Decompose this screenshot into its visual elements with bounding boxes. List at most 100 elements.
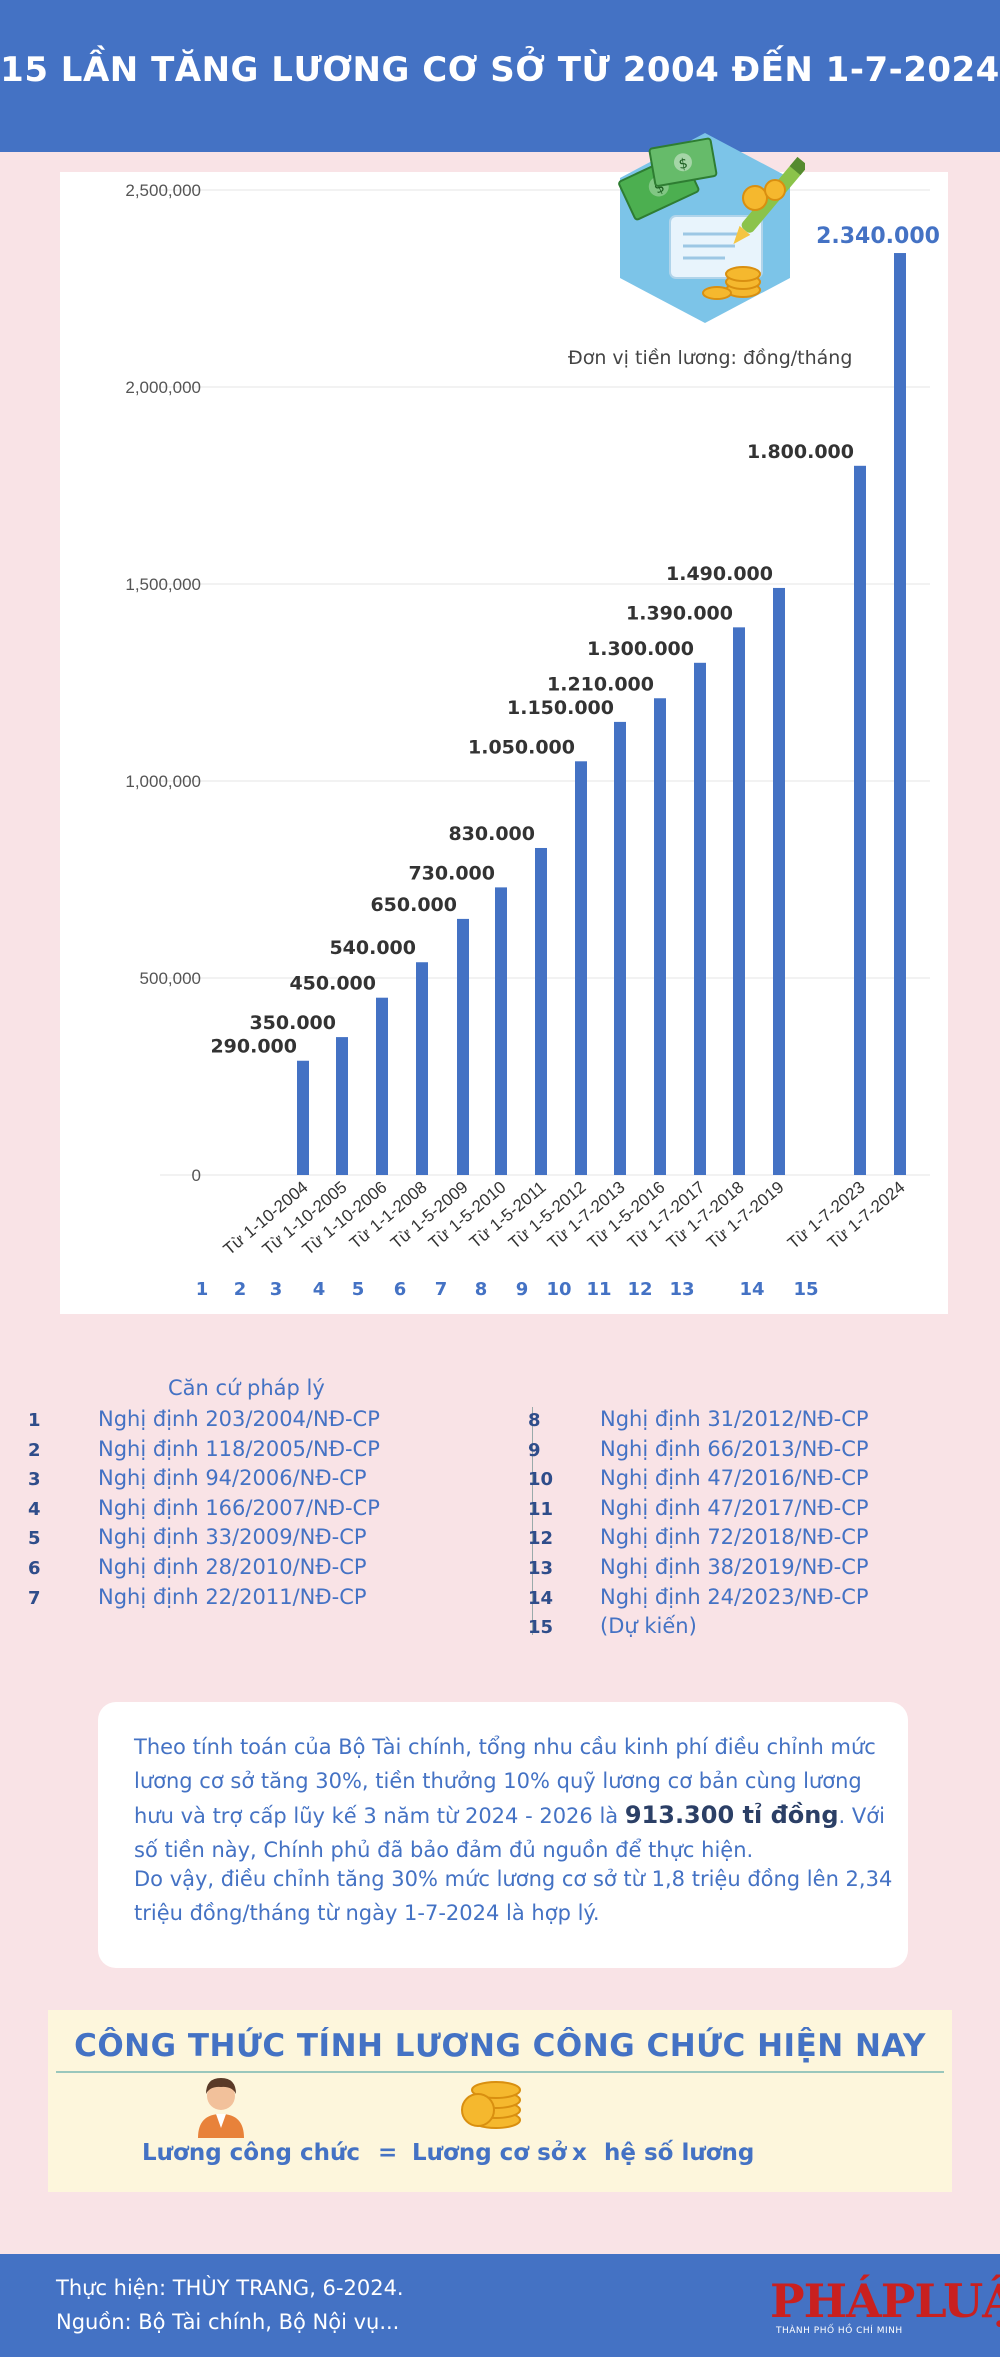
bar-value-label: 450.000 <box>289 973 376 995</box>
legal-item-number: 11 <box>528 1498 554 1520</box>
legal-item: 14 Nghị định 24/2023/NĐ-CP <box>528 1583 869 1613</box>
legal-item-number: 3 <box>28 1469 41 1491</box>
index-label: 9 <box>516 1279 529 1300</box>
legal-item: 7 Nghị định 22/2011/NĐ-CP <box>28 1583 380 1613</box>
legal-item-text: Nghị định 118/2005/NĐ-CP <box>98 1436 380 1461</box>
bar-value-label: 830.000 <box>448 823 535 845</box>
legal-item-number: 15 <box>528 1617 554 1639</box>
legal-item-number: 9 <box>528 1439 541 1461</box>
bar-value-label: 1.800.000 <box>747 441 854 463</box>
formula-term2: hệ số lương <box>604 2140 755 2166</box>
bar <box>416 962 428 1175</box>
legal-item: 11 Nghị định 47/2017/NĐ-CP <box>528 1494 869 1524</box>
legal-basis-section: Căn cứ pháp lý 1 Nghị định 203/2004/NĐ-CP… <box>0 1360 1000 1660</box>
legal-item-number: 12 <box>528 1528 554 1550</box>
legal-item: 5 Nghị định 33/2009/NĐ-CP <box>28 1523 380 1553</box>
bar <box>376 997 388 1175</box>
y-tick-label: 2,000,000 <box>125 378 201 397</box>
bar <box>457 918 469 1175</box>
index-label: 6 <box>394 1279 407 1300</box>
legal-item-number: 7 <box>28 1587 41 1609</box>
bar <box>336 1037 348 1175</box>
index-label: 8 <box>475 1279 488 1300</box>
bar-value-label: 290.000 <box>210 1036 297 1058</box>
legal-item-text: Nghị định 203/2004/NĐ-CP <box>98 1407 380 1431</box>
legal-item-text: Nghị định 22/2011/NĐ-CP <box>98 1584 367 1609</box>
bar-value-label: 730.000 <box>408 862 495 884</box>
legal-item-text: Nghị định 72/2018/NĐ-CP <box>600 1525 869 1550</box>
index-label: 13 <box>669 1279 694 1300</box>
legal-item-number: 10 <box>528 1469 554 1491</box>
legal-item: 8 Nghị định 31/2012/NĐ-CP <box>528 1405 869 1435</box>
formula-equals: = <box>378 2140 398 2166</box>
formula-term1: Lương cơ sở <box>412 2140 567 2166</box>
svg-text:$: $ <box>678 156 690 173</box>
bar <box>654 698 666 1175</box>
legal-item-text: Nghị định 28/2010/NĐ-CP <box>98 1554 367 1579</box>
legal-item-text: Nghị định 31/2012/NĐ-CP <box>600 1407 869 1431</box>
phap-luat-logo: PHÁPLUẬT <box>770 2274 1000 2328</box>
coins-icon <box>461 2081 521 2129</box>
index-label: 10 <box>546 1279 571 1300</box>
index-label: 7 <box>435 1279 448 1300</box>
bar <box>297 1060 309 1175</box>
bar <box>773 587 785 1175</box>
index-label: 11 <box>586 1279 611 1300</box>
bar <box>694 662 706 1175</box>
y-tick-label: 2,500,000 <box>125 181 201 200</box>
bar <box>733 627 745 1175</box>
bar-value-label: 1.390.000 <box>626 602 733 624</box>
bar <box>614 721 626 1175</box>
formula-box: CÔNG THỨC TÍNH LƯƠNG CÔNG CHỨC HIỆN NAY … <box>48 2010 952 2192</box>
bar-value-label: 1.490.000 <box>666 563 773 585</box>
bar <box>495 887 507 1175</box>
index-label: 1 <box>196 1279 209 1300</box>
bar-value-label: 540.000 <box>329 937 416 959</box>
formula-times: x <box>572 2140 587 2166</box>
legal-item-number: 5 <box>28 1528 41 1550</box>
index-label: 2 <box>234 1279 247 1300</box>
explanation-text: Theo tính toán của Bộ Tài chính, tổng nh… <box>134 1735 876 1828</box>
bar-chart: 0 500,000 1,000,000 1,500,000 2,000,000 2,500… <box>125 181 940 1300</box>
index-label: 14 <box>739 1279 764 1300</box>
legal-item: 9 Nghị định 66/2013/NĐ-CP <box>528 1435 869 1465</box>
explanation-paragraph-1: Theo tính toán của Bộ Tài chính, tổng nh… <box>134 1730 894 1867</box>
bar-value-label: 2.340.000 <box>816 224 940 249</box>
phap-luat-logo-sub: THÀNH PHỐ HỒ CHÍ MINH <box>776 2326 903 2336</box>
legal-item: 15 (Dự kiến) <box>528 1612 869 1642</box>
legal-item: 10 Nghị định 47/2016/NĐ-CP <box>528 1464 869 1494</box>
legal-item-number: 4 <box>28 1498 41 1520</box>
legal-item-text: Nghị định 38/2019/NĐ-CP <box>600 1554 869 1579</box>
legal-divider <box>532 1407 533 1635</box>
legal-list-left: 1 Nghị định 203/2004/NĐ-CP 2 Nghị định 118/… <box>28 1405 380 1613</box>
legal-item-text: Nghị định 166/2007/NĐ-CP <box>98 1495 380 1520</box>
index-label: 4 <box>313 1279 326 1300</box>
explanation-text-end: . Với số tiền này, Chính phủ đã bảo đảm … <box>134 1804 885 1862</box>
header-banner: 15 LẦN TĂNG LƯƠNG CƠ SỞ TỪ 2004 ĐẾN 1-7-… <box>0 0 1000 152</box>
formula-divider <box>56 2071 944 2073</box>
legal-item: 6 Nghị định 28/2010/NĐ-CP <box>28 1553 380 1583</box>
bar-value-label: 1.300.000 <box>587 638 694 660</box>
legal-item-text: Nghị định 94/2006/NĐ-CP <box>98 1466 367 1491</box>
legal-item-text: Nghị định 66/2013/NĐ-CP <box>600 1436 869 1461</box>
legal-basis-title: Căn cứ pháp lý <box>168 1376 325 1400</box>
formula-title: CÔNG THỨC TÍNH LƯƠNG CÔNG CHỨC HIỆN NAY <box>74 2028 926 2064</box>
index-label: 3 <box>270 1279 283 1300</box>
bar <box>854 465 866 1175</box>
bar-value-label: 1.210.000 <box>547 673 654 695</box>
y-tick-label: 500,000 <box>140 969 201 988</box>
civil-servant-avatar-icon <box>198 2078 244 2138</box>
legal-item: 3 Nghị định 94/2006/NĐ-CP <box>28 1464 380 1494</box>
page-title: 15 LẦN TĂNG LƯƠNG CƠ SỞ TỪ 2004 ĐẾN 1-7-… <box>0 50 1000 90</box>
legal-item-text: Nghị định 47/2017/NĐ-CP <box>600 1495 869 1520</box>
legal-item-text: Nghị định 24/2023/NĐ-CP <box>600 1584 869 1609</box>
explanation-paragraph-2: Do vậy, điều chỉnh tăng 30% mức lương cơ… <box>134 1867 893 1925</box>
bar-value-label: 650.000 <box>370 894 457 916</box>
y-tick-label: 1,000,000 <box>125 772 201 791</box>
explanation-card: Theo tính toán của Bộ Tài chính, tổng nh… <box>98 1702 908 1968</box>
y-tick-label: 1,500,000 <box>125 575 201 594</box>
credits: Thực hiện: THÙY TRANG, 6-2024. <box>56 2276 404 2300</box>
y-tick-label: 0 <box>192 1166 201 1185</box>
formula-left: Lương công chức <box>142 2140 360 2166</box>
bar-value-label: 1.150.000 <box>507 697 614 719</box>
